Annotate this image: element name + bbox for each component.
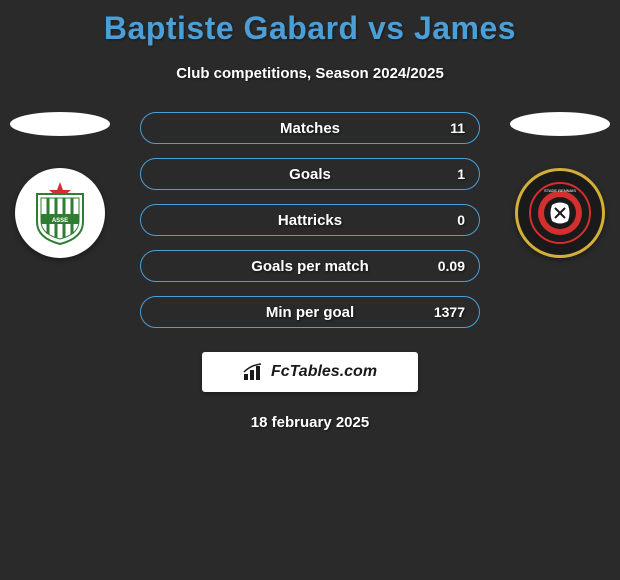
svg-text:STADE RENNAIS: STADE RENNAIS <box>544 188 576 193</box>
bar-chart-icon <box>243 363 265 381</box>
svg-text:ASSE: ASSE <box>52 218 68 224</box>
stat-row: Goals 1 <box>140 158 480 190</box>
stat-label: Goals per match <box>251 258 369 275</box>
stat-value-right: 0.09 <box>438 258 465 274</box>
brand-badge: FcTables.com <box>202 352 418 392</box>
stat-row: Hattricks 0 <box>140 204 480 236</box>
player-right-column: STADE RENNAIS <box>505 112 615 258</box>
club-badge-right: STADE RENNAIS <box>515 168 605 258</box>
brand-text: FcTables.com <box>271 363 377 381</box>
comparison-title: Baptiste Gabard vs James <box>0 0 620 47</box>
stat-row: Min per goal 1377 <box>140 296 480 328</box>
stat-row: Goals per match 0.09 <box>140 250 480 282</box>
club-badge-left: ASSE <box>15 168 105 258</box>
club-crest-icon: ASSE <box>25 178 95 248</box>
stat-label: Matches <box>280 120 340 137</box>
stat-label: Goals <box>289 166 331 183</box>
comparison-subtitle: Club competitions, Season 2024/2025 <box>0 65 620 82</box>
player-avatar-placeholder <box>10 112 110 136</box>
stat-row: Matches 11 <box>140 112 480 144</box>
stat-value-right: 1377 <box>434 304 465 320</box>
comparison-content: ASSE STADE RENNAIS Matches 11 Goals 1 <box>0 112 620 431</box>
stat-value-right: 0 <box>457 212 465 228</box>
club-crest-icon: STADE RENNAIS <box>525 178 595 248</box>
stat-value-right: 11 <box>450 120 465 136</box>
player-left-column: ASSE <box>5 112 115 258</box>
player-avatar-placeholder <box>510 112 610 136</box>
stat-value-right: 1 <box>457 166 465 182</box>
stats-list: Matches 11 Goals 1 Hattricks 0 Goals per… <box>140 112 480 328</box>
stat-label: Min per goal <box>266 304 354 321</box>
stat-label: Hattricks <box>278 212 342 229</box>
comparison-date: 18 february 2025 <box>0 414 620 431</box>
